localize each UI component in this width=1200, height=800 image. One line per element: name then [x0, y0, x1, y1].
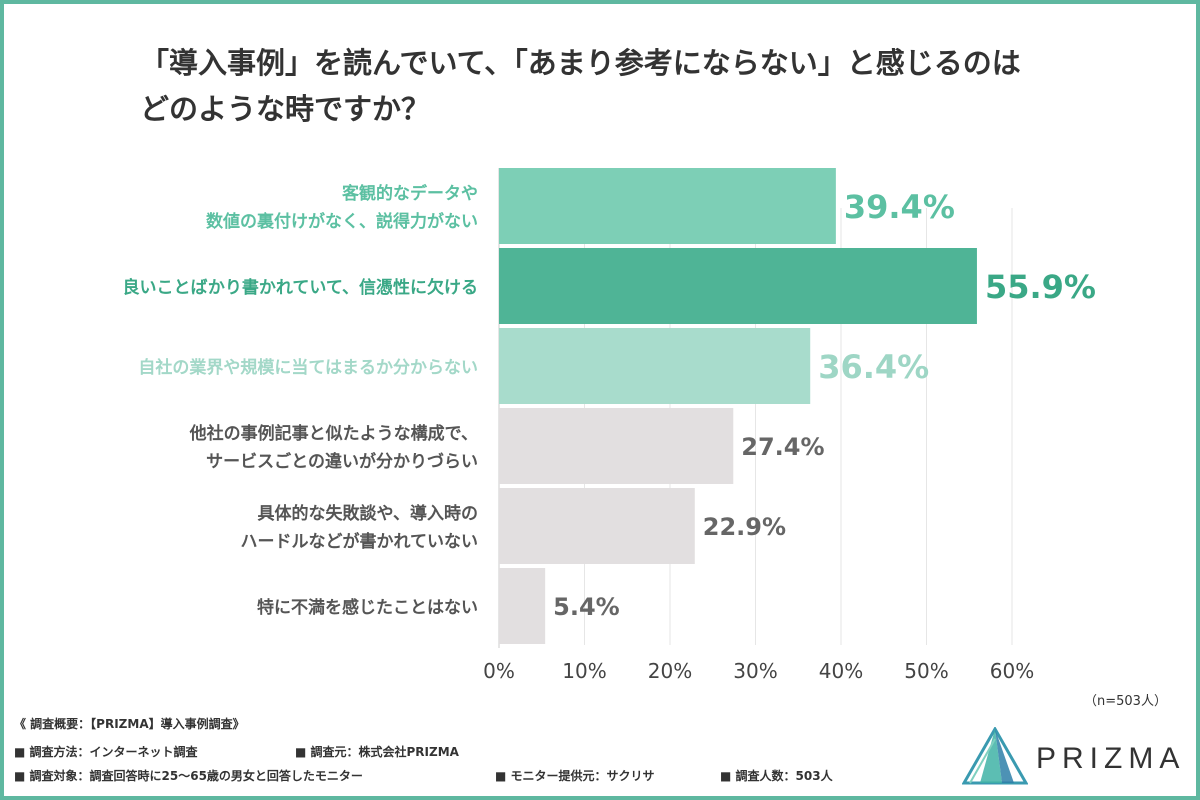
data-label: 36.4% [818, 348, 929, 386]
bar [499, 408, 734, 484]
survey-source: ■ 調査元：株式会社PRIZMA [295, 745, 459, 759]
category-label: 他社の事例記事と似たような構成で、 [189, 423, 478, 444]
bar [499, 568, 546, 644]
x-tick-label: 30% [733, 659, 777, 683]
data-label: 5.4% [553, 593, 620, 621]
bar [499, 248, 977, 324]
x-tick-label: 20% [648, 659, 692, 683]
bar [499, 168, 836, 244]
prizma-logo-icon [962, 727, 1028, 785]
title-line-2: どのような時ですか？ [140, 92, 431, 126]
x-tick-label: 10% [562, 659, 606, 683]
x-tick-label: 50% [904, 659, 948, 683]
monitor-provider: ■ モニター提供元：サクリサ [495, 769, 655, 783]
survey-method: ■ 調査方法：インターネット調査 [14, 745, 198, 759]
category-label: サービスごとの違いが分かりづらい [206, 451, 478, 472]
data-label: 22.9% [703, 513, 786, 541]
category-label: 具体的な失敗談や、導入時の [257, 503, 479, 524]
x-tick-label: 40% [819, 659, 863, 683]
bar [499, 488, 695, 564]
survey-target: ■ 調査対象：調査回答時に25〜65歳の男女と回答したモニター [14, 769, 363, 783]
category-label: 良いことばかり書かれていて、信憑性に欠ける [123, 277, 478, 298]
bar [499, 328, 811, 404]
category-label: 自社の業界や規模に当てはまるか分からない [138, 357, 478, 378]
sample-size: （n=503人） [1084, 694, 1167, 709]
data-label: 39.4% [844, 188, 955, 226]
title-line-1: 「導入事例」を読んでいて、「あまり参考にならない」と感じるのは [140, 46, 1021, 80]
x-tick-label: 60% [990, 659, 1034, 683]
category-label: 客観的なデータや [341, 183, 478, 204]
category-label: 特に不満を感じたことはない [257, 597, 478, 618]
category-label: ハードルなどが書かれていない [241, 531, 479, 552]
data-label: 55.9% [985, 268, 1096, 306]
survey-overview: 《 調査概要：【PRIZMA】導入事例調査》 [14, 717, 245, 731]
chart-title: 「導入事例」を読んでいて、「あまり参考にならない」と感じるのは どのような時です… [140, 40, 1140, 132]
prizma-logo-text: PRIZMA [1036, 742, 1186, 775]
category-label: 数値の裏付けがなく、説得力がない [206, 211, 478, 232]
x-tick-label: 0% [483, 659, 515, 683]
survey-count: ■ 調査人数：503人 [720, 769, 833, 783]
data-label: 27.4% [741, 433, 824, 461]
